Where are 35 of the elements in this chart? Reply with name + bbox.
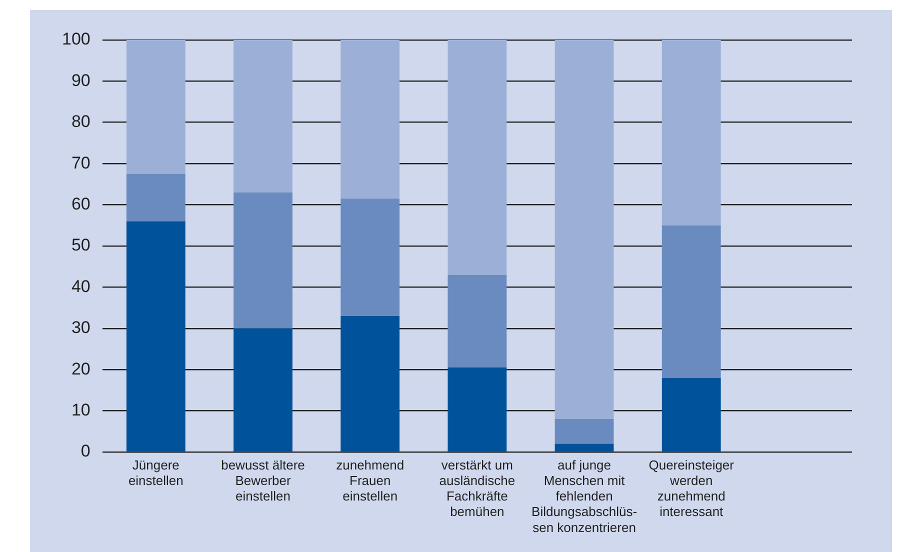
bar bbox=[448, 40, 507, 275]
bar bbox=[340, 198, 400, 316]
y-tick-label: 0 bbox=[80, 442, 90, 461]
bar bbox=[554, 444, 614, 452]
bar bbox=[340, 316, 400, 452]
bar bbox=[340, 40, 400, 199]
bar bbox=[234, 192, 292, 328]
x-tick-label: Quereinsteiger werden zunehmend interessant bbox=[648, 457, 735, 520]
y-tick-label: 30 bbox=[71, 318, 90, 338]
y-tick-label: 90 bbox=[71, 70, 90, 90]
y-tick-label: 80 bbox=[71, 112, 90, 132]
y-tick-label: 10 bbox=[71, 400, 90, 420]
bar bbox=[448, 274, 507, 368]
bar bbox=[554, 419, 614, 444]
x-tick-label: auf junge Menschen mit fehlenden Bildungsabschlüs- sen konzentrieren bbox=[532, 457, 638, 535]
y-tick-label: 20 bbox=[71, 359, 90, 378]
x-tick-label: zunehmend Frauen einstellen bbox=[336, 457, 404, 504]
y-tick-label: 60 bbox=[71, 194, 90, 214]
x-tick-label: Jüngere einstellen bbox=[128, 457, 184, 488]
bar bbox=[662, 225, 721, 378]
y-tick-label: 70 bbox=[71, 153, 90, 172]
bar bbox=[234, 40, 292, 192]
x-tick-label: verstärkt um ausländische Fachkräfte bemühen bbox=[439, 457, 516, 520]
bar bbox=[554, 40, 614, 420]
bar bbox=[662, 378, 721, 452]
y-tick-label: 100 bbox=[62, 30, 90, 49]
bar bbox=[126, 174, 186, 222]
bar bbox=[126, 221, 186, 452]
y-tick-label: 50 bbox=[71, 236, 90, 255]
bar bbox=[662, 40, 721, 226]
x-tick-label: bewusst ältere Bewerber einstellen bbox=[221, 457, 305, 504]
bar bbox=[234, 328, 292, 452]
y-tick-label: 40 bbox=[71, 276, 90, 296]
bar bbox=[126, 40, 186, 174]
bar bbox=[448, 368, 507, 452]
